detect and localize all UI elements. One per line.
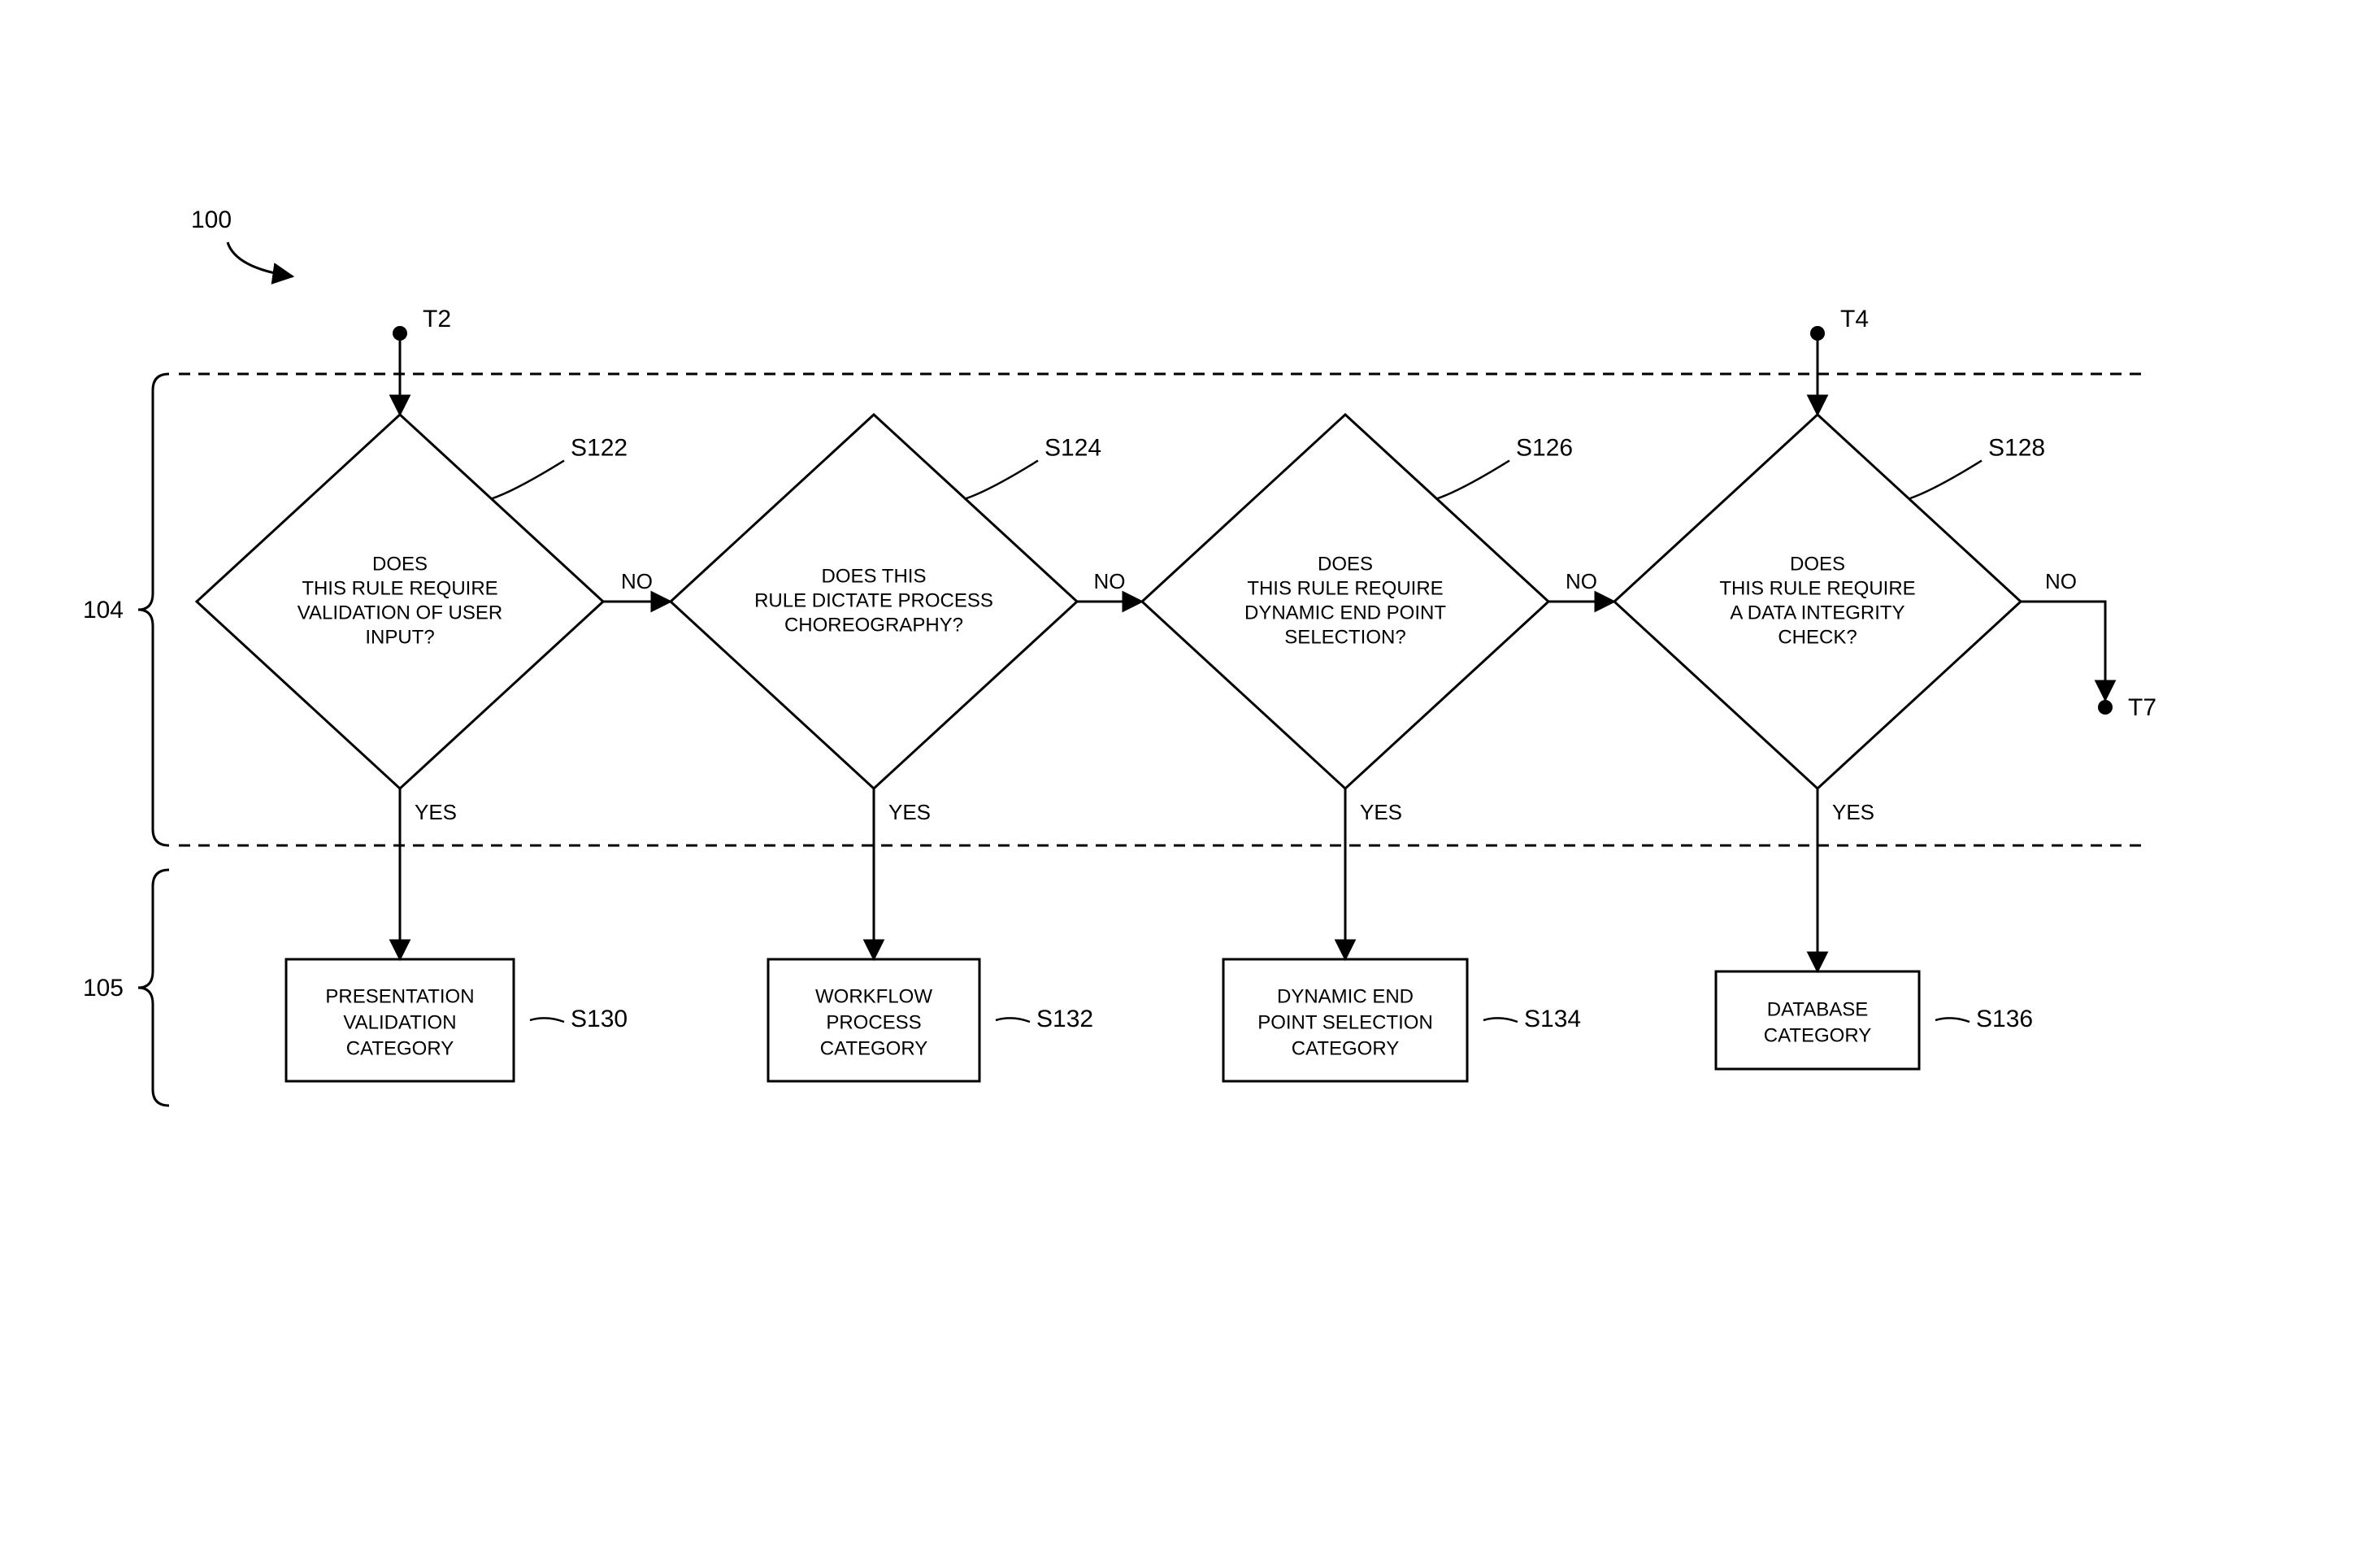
decision-s122-line2: VALIDATION OF USER xyxy=(298,602,502,624)
decision-s128-line3: CHECK? xyxy=(1778,626,1857,648)
process-s136-line1: CATEGORY xyxy=(1764,1024,1871,1046)
connector-t2 xyxy=(393,326,407,341)
decision-s124-line0: DOES THIS xyxy=(822,565,927,587)
decision-s122-line0: DOES xyxy=(372,553,428,575)
process-ref-s134: S134 xyxy=(1524,1006,1581,1032)
decision-s128-line2: A DATA INTEGRITY xyxy=(1730,602,1904,624)
process-s132-line2: CATEGORY xyxy=(820,1037,927,1059)
process-ref-pointer-s130 xyxy=(530,1018,564,1022)
process-ref-s136: S136 xyxy=(1976,1006,2033,1032)
decision-ref-pointer-s128 xyxy=(1909,461,1983,499)
process-ref-pointer-s134 xyxy=(1483,1018,1518,1022)
decision-ref-pointer-s122 xyxy=(492,461,565,499)
decision-ref-s122: S122 xyxy=(571,435,628,462)
process-s134-line2: CATEGORY xyxy=(1292,1037,1399,1059)
edge-label-yes-s128: YES xyxy=(1832,800,1874,824)
connector-label-t2: T2 xyxy=(423,306,451,332)
brace-label-section_105: 105 xyxy=(83,975,124,1002)
edge-label-yes-s122: YES xyxy=(415,800,457,824)
decision-ref-s128: S128 xyxy=(1988,435,2045,462)
process-s130-line0: PRESENTATION xyxy=(325,985,474,1007)
decision-s126-line3: SELECTION? xyxy=(1284,626,1405,648)
decision-ref-s126: S126 xyxy=(1516,435,1573,462)
decision-ref-pointer-s126 xyxy=(1437,461,1510,499)
decision-ref-pointer-s124 xyxy=(966,461,1039,499)
connector-t7 xyxy=(2098,700,2113,715)
decision-ref-s124: S124 xyxy=(1045,435,1101,462)
brace-section_105 xyxy=(138,870,169,1106)
decision-s124-line2: CHOREOGRAPHY? xyxy=(784,614,963,636)
decision-s122-line3: INPUT? xyxy=(365,626,434,648)
process-s134-line0: DYNAMIC END xyxy=(1277,985,1414,1007)
process-ref-pointer-s132 xyxy=(996,1018,1030,1022)
process-ref-s130: S130 xyxy=(571,1006,628,1032)
decision-s126-line0: DOES xyxy=(1318,553,1373,575)
process-s134-line1: POINT SELECTION xyxy=(1257,1011,1433,1033)
decision-s128-line1: THIS RULE REQUIRE xyxy=(1719,577,1915,599)
edge-label-no-s128: NO xyxy=(2045,569,2077,593)
decision-s128-line0: DOES xyxy=(1790,553,1845,575)
decision-s124-line1: RULE DICTATE PROCESS xyxy=(754,589,993,611)
process-s136-line0: DATABASE xyxy=(1767,998,1868,1020)
connector-t4 xyxy=(1810,326,1825,341)
process-s132-line0: WORKFLOW xyxy=(815,985,932,1007)
edge-label-yes-s124: YES xyxy=(888,800,931,824)
process-s132-line1: PROCESS xyxy=(826,1011,921,1033)
connector-label-t4: T4 xyxy=(1840,306,1869,332)
figure-number-pointer xyxy=(228,242,293,276)
brace-section_104 xyxy=(138,374,169,845)
edge-label-yes-s126: YES xyxy=(1360,800,1402,824)
connector-label-t7: T7 xyxy=(2128,694,2156,721)
brace-label-section_104: 104 xyxy=(83,597,124,624)
decision-s126-line1: THIS RULE REQUIRE xyxy=(1247,577,1443,599)
decision-s126-line2: DYNAMIC END POINT xyxy=(1244,602,1446,624)
edge-label-no-s122: NO xyxy=(621,569,653,593)
process-ref-s132: S132 xyxy=(1036,1006,1093,1032)
process-ref-pointer-s136 xyxy=(1935,1018,1970,1022)
edge-label-no-s126: NO xyxy=(1566,569,1597,593)
process-s130-line1: VALIDATION xyxy=(343,1011,456,1033)
edge-label-no-s124: NO xyxy=(1094,569,1126,593)
figure-number: 100 xyxy=(191,206,232,233)
edge-no-exit-s128 xyxy=(2021,602,2105,700)
process-s130-line2: CATEGORY xyxy=(346,1037,454,1059)
decision-s122-line1: THIS RULE REQUIRE xyxy=(302,577,497,599)
